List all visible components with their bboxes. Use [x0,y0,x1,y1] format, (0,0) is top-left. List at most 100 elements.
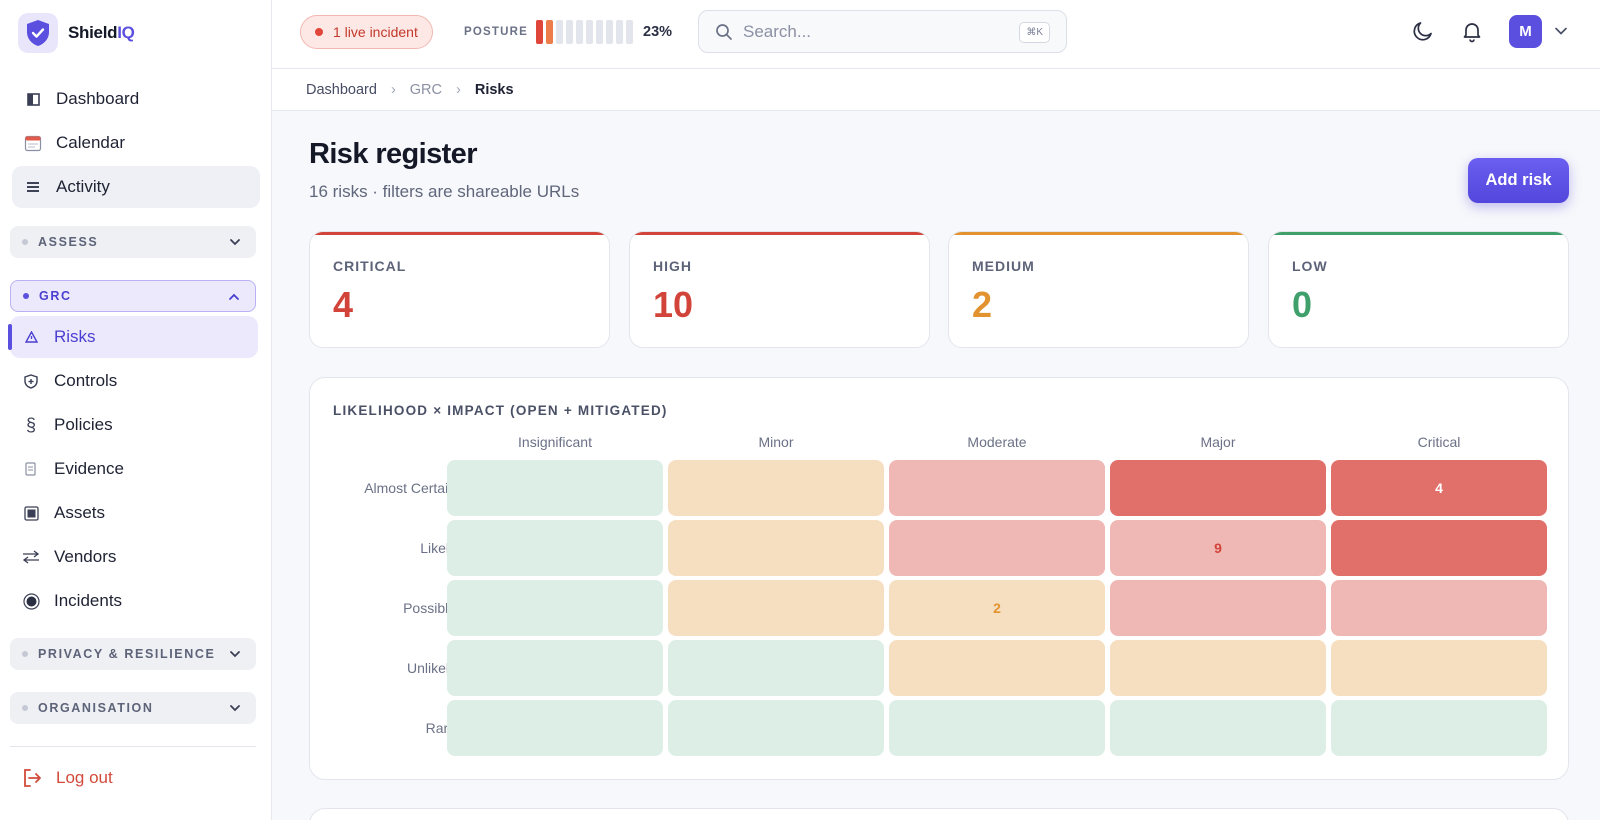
sidebar-item-policies[interactable]: § Policies [10,404,258,446]
posture-segment [566,20,573,44]
matrix-cell[interactable] [447,640,663,696]
posture-meter: POSTURE 23% [464,20,672,44]
stat-label: CRITICAL [333,258,407,274]
posture-segment [616,20,623,44]
live-incident-label: 1 live incident [333,24,418,40]
likelihood-header: Unlikely [406,660,456,676]
breadcrumb-dashboard[interactable]: Dashboard [306,81,377,98]
likelihood-header: Almost Certain [364,480,456,496]
posture-value: 23% [643,24,673,40]
impact-header: Moderate [967,434,1027,450]
matrix-cell[interactable] [668,640,884,696]
avatar[interactable]: M [1509,15,1542,48]
dashboard-icon [22,88,44,110]
matrix-cell[interactable] [1110,640,1326,696]
stat-value: 4 [333,284,354,325]
chevron-down-icon[interactable] [1554,24,1568,43]
posture-segment [556,20,563,44]
shield-plus-icon [20,370,42,392]
sidebar-item-label: Risks [54,327,96,346]
stat-card-low[interactable]: LOW 0 [1268,231,1569,348]
logout-button[interactable]: Log out [22,768,113,788]
stat-card-high[interactable]: HIGH 10 [629,231,930,348]
moon-icon[interactable] [1411,19,1435,48]
page-title: Risk register [309,138,478,170]
matrix-cell[interactable] [889,460,1105,516]
matrix-cell[interactable] [1110,580,1326,636]
add-risk-button[interactable]: Add risk [1468,158,1569,203]
calendar-icon [22,132,44,154]
sidebar-item-label: Vendors [54,547,117,566]
chevron-down-icon [228,701,242,718]
posture-bars [536,20,633,44]
matrix-cell[interactable] [1331,640,1547,696]
sidebar-item-label: Activity [56,177,110,196]
impact-header: Minor [758,434,794,450]
brand-name: ShieldIQ [68,23,135,42]
sidebar-item-incidents[interactable]: Incidents [10,580,258,622]
breadcrumb-grc[interactable]: GRC [409,81,443,98]
sidebar-item-controls[interactable]: Controls [10,360,258,402]
breadcrumb: Dashboard › GRC › Risks [272,69,1600,111]
stat-accent-line [949,232,1248,235]
bell-icon[interactable] [1460,19,1484,48]
matrix-cell[interactable] [1331,520,1547,576]
sidebar-item-calendar[interactable]: Calendar [12,122,260,164]
group-label: ORGANISATION [38,701,154,715]
group-grc[interactable]: GRC [10,280,256,312]
warning-icon [20,326,42,348]
sidebar-item-assets[interactable]: Assets [10,492,258,534]
matrix-cell[interactable]: 9 [1110,520,1326,576]
matrix-cell[interactable] [1331,700,1547,756]
shield-logo-icon [18,13,58,53]
sidebar-item-activity[interactable]: Activity [12,166,260,208]
matrix-cell[interactable] [889,520,1105,576]
matrix-cell[interactable] [1331,580,1547,636]
stat-value: 10 [653,284,694,325]
matrix-cell[interactable] [889,700,1105,756]
posture-segment [546,20,553,44]
brand[interactable]: ShieldIQ [18,13,135,53]
matrix-cell[interactable] [668,520,884,576]
matrix-cell[interactable]: 2 [889,580,1105,636]
matrix-cell[interactable] [447,700,663,756]
exchange-icon [20,546,42,568]
sidebar-item-vendors[interactable]: Vendors [10,536,258,578]
matrix-cell[interactable] [447,520,663,576]
stat-accent-line [1269,232,1568,235]
matrix-cell[interactable] [447,580,663,636]
matrix-cell[interactable] [1110,460,1326,516]
posture-segment [596,20,603,44]
matrix-cell[interactable] [1110,700,1326,756]
matrix-cell[interactable] [889,640,1105,696]
group-privacy-resilience[interactable]: PRIVACY & RESILIENCE [10,638,256,670]
matrix-cell[interactable] [668,460,884,516]
stat-card-medium[interactable]: MEDIUM 2 [948,231,1249,348]
breadcrumb-current: Risks [474,81,514,98]
stat-card-critical[interactable]: CRITICAL 4 [309,231,610,348]
posture-segment [576,20,583,44]
live-incident-badge[interactable]: 1 live incident [300,15,433,49]
matrix-cell[interactable] [668,700,884,756]
topbar: 1 live incident POSTURE 23% ⌘K M [272,0,1600,69]
activity-icon [22,176,44,198]
sidebar-item-dashboard[interactable]: Dashboard [12,78,260,120]
group-assess[interactable]: ASSESS [10,226,256,258]
chevron-right-icon: › [390,81,396,98]
impact-header: Major [1200,434,1236,450]
chevron-down-icon [228,235,242,252]
matrix-cell[interactable] [447,460,663,516]
sidebar-item-evidence[interactable]: Evidence [10,448,258,490]
group-organisation[interactable]: ORGANISATION [10,692,256,724]
matrix-cell[interactable] [668,580,884,636]
sidebar-item-risks[interactable]: Risks [8,316,258,358]
sidebar-item-label: Dashboard [56,89,140,108]
group-dot [22,651,28,657]
likelihood-header: Possible [403,600,456,616]
group-label: PRIVACY & RESILIENCE [38,647,216,661]
search-box[interactable]: ⌘K [698,10,1067,53]
matrix-cell[interactable]: 4 [1331,460,1547,516]
search-input[interactable] [743,21,1003,42]
search-icon [716,23,732,40]
impact-header: Insignificant [518,434,592,450]
